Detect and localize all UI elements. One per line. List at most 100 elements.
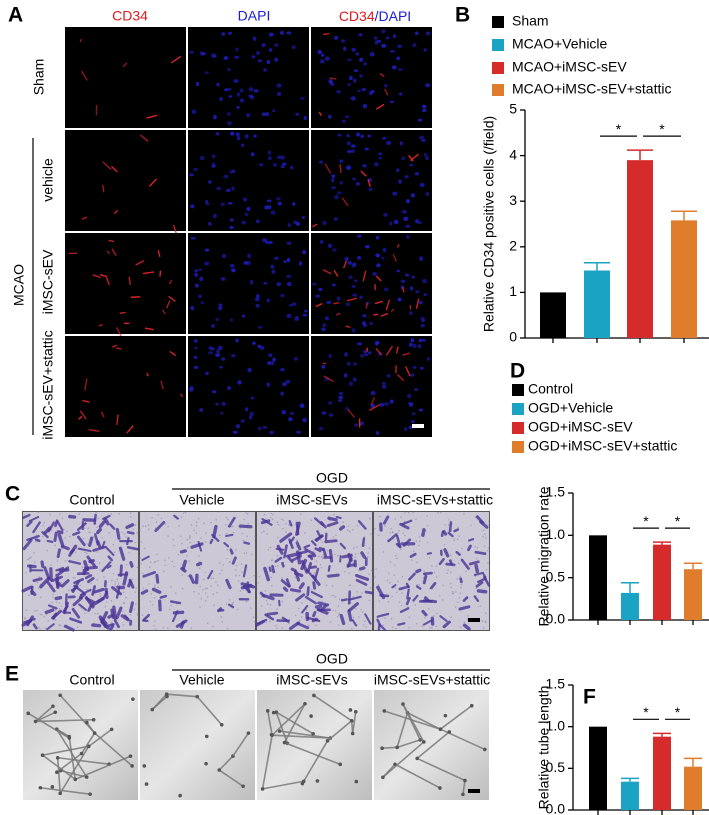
- pore: [435, 625, 438, 628]
- nucleus: [288, 417, 293, 422]
- nucleus: [214, 353, 221, 357]
- cell: [280, 579, 291, 588]
- nucleus: [267, 205, 272, 210]
- pore: [37, 511, 40, 513]
- cell: [401, 519, 413, 526]
- nucleus: [199, 408, 204, 412]
- cell: [364, 590, 374, 595]
- nucleus: [312, 282, 317, 286]
- vessel: [375, 348, 382, 356]
- pore: [197, 517, 200, 520]
- cell: [32, 521, 41, 534]
- nucleus: [346, 141, 352, 146]
- pore: [418, 544, 420, 547]
- pore: [393, 564, 396, 566]
- vessel: [111, 248, 117, 256]
- cell-node: [88, 792, 92, 796]
- pore: [401, 575, 404, 578]
- pore: [484, 620, 487, 622]
- column-label: Vehicle: [179, 492, 224, 508]
- cell-node: [67, 736, 72, 740]
- pore: [129, 516, 132, 518]
- nucleus: [215, 402, 219, 406]
- nucleus: [239, 98, 245, 103]
- pore: [97, 612, 99, 615]
- nucleus: [229, 318, 234, 322]
- pore: [50, 564, 52, 566]
- cell: [341, 553, 353, 559]
- pore: [155, 560, 157, 563]
- pore: [458, 596, 461, 599]
- pore: [310, 519, 313, 522]
- cell: [154, 521, 166, 533]
- pore: [459, 626, 462, 628]
- nucleus: [359, 295, 363, 299]
- nucleus: [272, 357, 276, 362]
- pore: [105, 601, 108, 603]
- pore: [377, 534, 380, 537]
- tube: [327, 720, 353, 742]
- pore: [272, 513, 274, 516]
- pore: [30, 556, 32, 558]
- y-tick-label: 0: [509, 329, 517, 345]
- legend-swatch: [492, 62, 504, 74]
- cell: [106, 564, 112, 569]
- micrograph: [65, 27, 186, 128]
- nucleus: [277, 201, 282, 206]
- pore: [301, 602, 303, 604]
- nucleus: [397, 297, 402, 302]
- pore: [348, 584, 351, 587]
- tube: [80, 732, 96, 754]
- nucleus: [379, 402, 385, 407]
- nucleus: [372, 272, 378, 276]
- pore: [216, 584, 219, 586]
- nucleus: [326, 300, 332, 305]
- cell: [55, 573, 60, 589]
- cell: [382, 515, 390, 525]
- nucleus: [204, 248, 210, 252]
- nucleus: [331, 174, 336, 178]
- cell-node: [438, 727, 443, 731]
- pore: [284, 522, 287, 525]
- cell: [115, 606, 123, 620]
- pore: [456, 538, 459, 541]
- pore: [277, 523, 280, 526]
- nucleus: [381, 384, 387, 389]
- vessel: [100, 411, 105, 418]
- cell: [289, 588, 302, 593]
- pore: [482, 535, 484, 538]
- column-label: Vehicle: [179, 672, 224, 688]
- legend-swatch: [512, 384, 524, 396]
- nucleus: [352, 262, 357, 266]
- cell: [355, 579, 368, 586]
- pore: [195, 532, 198, 534]
- pore: [164, 523, 167, 525]
- nucleus: [361, 87, 367, 92]
- pore: [447, 524, 450, 526]
- nucleus: [215, 318, 220, 322]
- nucleus: [409, 402, 414, 407]
- nucleus: [287, 223, 292, 228]
- nucleus: [343, 46, 347, 51]
- nucleus: [382, 381, 386, 385]
- vessel: [142, 271, 155, 275]
- pore: [216, 591, 218, 594]
- nucleus: [302, 313, 308, 317]
- vessel: [410, 153, 419, 161]
- pore: [215, 581, 217, 584]
- bar: [684, 569, 702, 620]
- cell: [474, 550, 487, 556]
- pore: [96, 550, 99, 553]
- cell-node: [382, 709, 387, 713]
- nucleus: [381, 43, 387, 48]
- cell: [312, 610, 317, 618]
- pore: [243, 552, 246, 554]
- pore: [328, 611, 330, 614]
- pore: [142, 525, 144, 527]
- cell: [88, 536, 94, 547]
- pore: [264, 590, 267, 592]
- cell: [282, 586, 289, 593]
- pore: [389, 532, 391, 534]
- pore: [347, 525, 349, 528]
